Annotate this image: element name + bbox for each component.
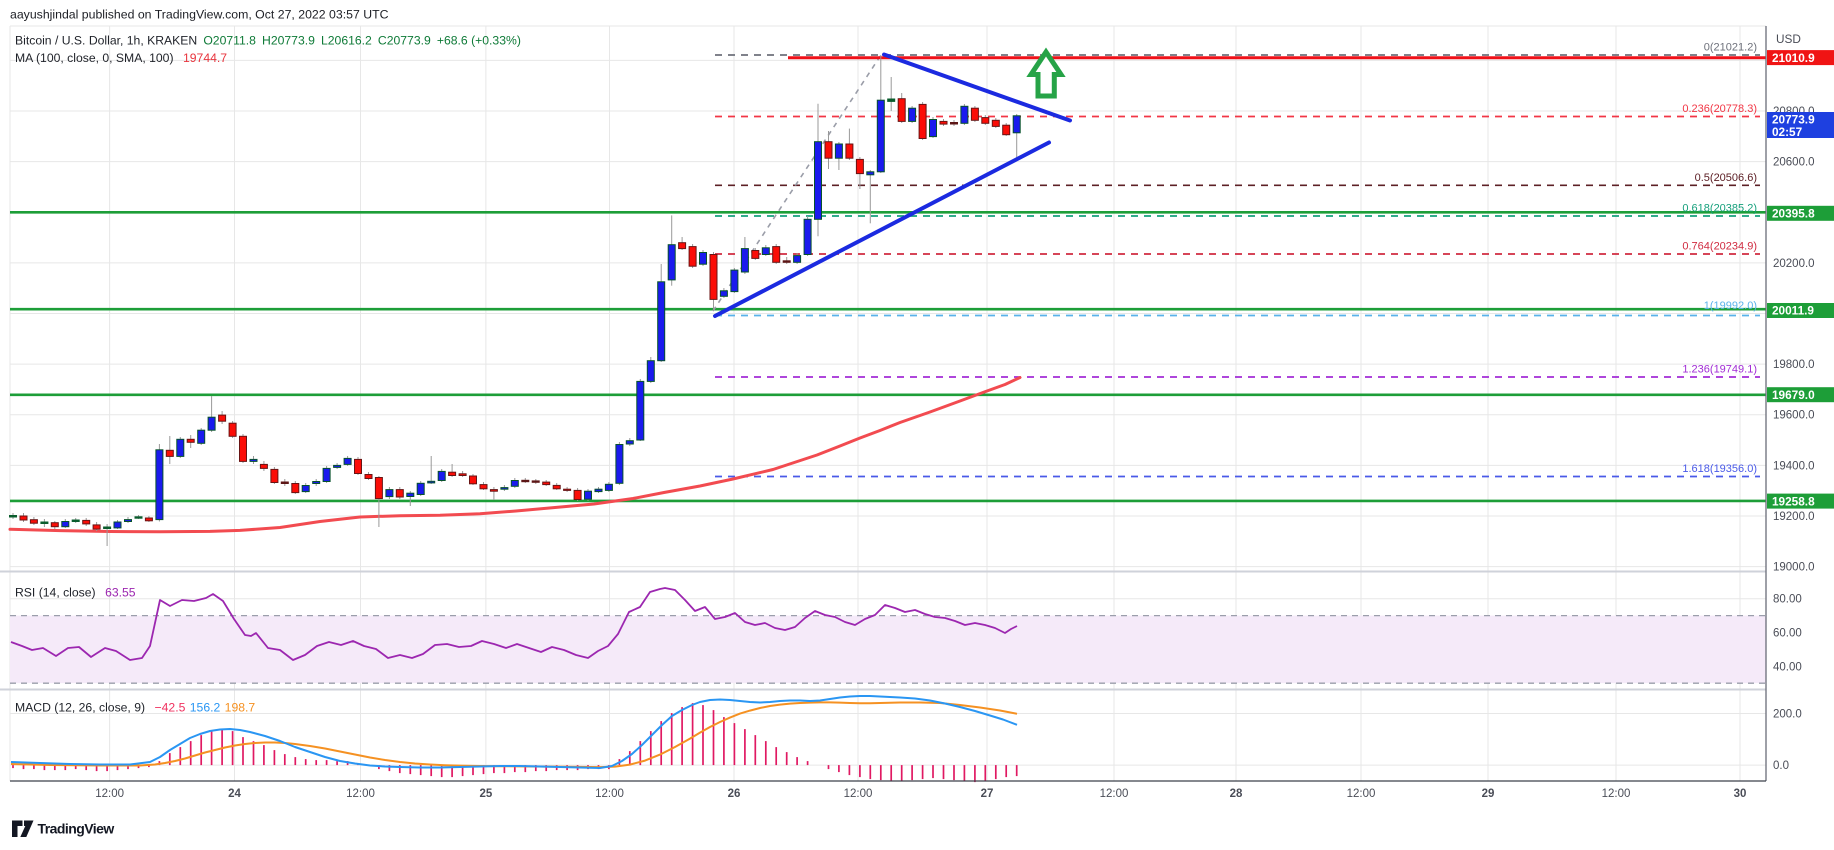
svg-text:1.618(19356.0): 1.618(19356.0) [1682, 463, 1757, 475]
svg-text:12:00: 12:00 [595, 788, 624, 800]
svg-text:60.00: 60.00 [1773, 628, 1802, 640]
svg-text:19200.0: 19200.0 [1773, 511, 1815, 523]
svg-text:24: 24 [228, 788, 241, 800]
svg-text:0.0: 0.0 [1773, 760, 1789, 772]
svg-text:12:00: 12:00 [1100, 788, 1129, 800]
svg-text:20011.9: 20011.9 [1772, 304, 1814, 318]
svg-text:USD: USD [1776, 32, 1801, 46]
svg-text:19679.0: 19679.0 [1772, 388, 1815, 402]
svg-text:21010.9: 21010.9 [1772, 51, 1815, 65]
svg-text:TradingView: TradingView [38, 821, 115, 837]
svg-text:29: 29 [1482, 788, 1495, 800]
svg-text:12:00: 12:00 [1602, 788, 1631, 800]
svg-text:02:57: 02:57 [1772, 125, 1803, 139]
svg-text:20600.0: 20600.0 [1773, 157, 1815, 169]
svg-text:28: 28 [1230, 788, 1243, 800]
svg-text:20200.0: 20200.0 [1773, 258, 1815, 270]
svg-text:MACD (12, 26, close, 9) −42.5: MACD (12, 26, close, 9) −42.5 156.2 198.… [15, 701, 255, 715]
svg-text:0.764(20234.9): 0.764(20234.9) [1682, 241, 1757, 253]
svg-text:12:00: 12:00 [346, 788, 375, 800]
svg-text:0.5(20506.6): 0.5(20506.6) [1695, 172, 1757, 184]
svg-text:19000.0: 19000.0 [1773, 562, 1815, 574]
svg-text:0(21021.2): 0(21021.2) [1704, 42, 1757, 54]
svg-text:40.00: 40.00 [1773, 661, 1802, 673]
svg-text:0.236(20778.3): 0.236(20778.3) [1682, 103, 1757, 115]
svg-text:1.236(19749.1): 1.236(19749.1) [1682, 364, 1757, 376]
svg-text:27: 27 [981, 788, 994, 800]
svg-text:Bitcoin / U.S. Dollar, 1h, KRA: Bitcoin / U.S. Dollar, 1h, KRAKEN O20711… [15, 34, 521, 48]
svg-text:0.618(20385.2): 0.618(20385.2) [1682, 203, 1757, 215]
svg-text:19600.0: 19600.0 [1773, 410, 1815, 422]
svg-text:26: 26 [728, 788, 741, 800]
svg-text:12:00: 12:00 [95, 788, 124, 800]
svg-text:aayushjindal published on Trad: aayushjindal published on TradingView.co… [10, 8, 389, 22]
svg-text:19800.0: 19800.0 [1773, 359, 1815, 371]
svg-text:80.00: 80.00 [1773, 594, 1802, 606]
svg-text:12:00: 12:00 [844, 788, 873, 800]
svg-text:200.0: 200.0 [1773, 709, 1802, 721]
svg-text:19258.8: 19258.8 [1772, 494, 1815, 508]
svg-text:19400.0: 19400.0 [1773, 460, 1815, 472]
svg-text:RSI (14, close) 63.55: RSI (14, close) 63.55 [15, 586, 136, 600]
svg-text:20395.8: 20395.8 [1772, 207, 1815, 221]
svg-text:30: 30 [1734, 788, 1747, 800]
svg-text:25: 25 [480, 788, 493, 800]
svg-text:1(19992.0): 1(19992.0) [1704, 300, 1757, 312]
svg-text:MA (100, close, 0, SMA, 100): MA (100, close, 0, SMA, 100) 19744.7 [15, 51, 227, 65]
svg-text:20773.9: 20773.9 [1772, 113, 1815, 127]
svg-text:12:00: 12:00 [1347, 788, 1376, 800]
